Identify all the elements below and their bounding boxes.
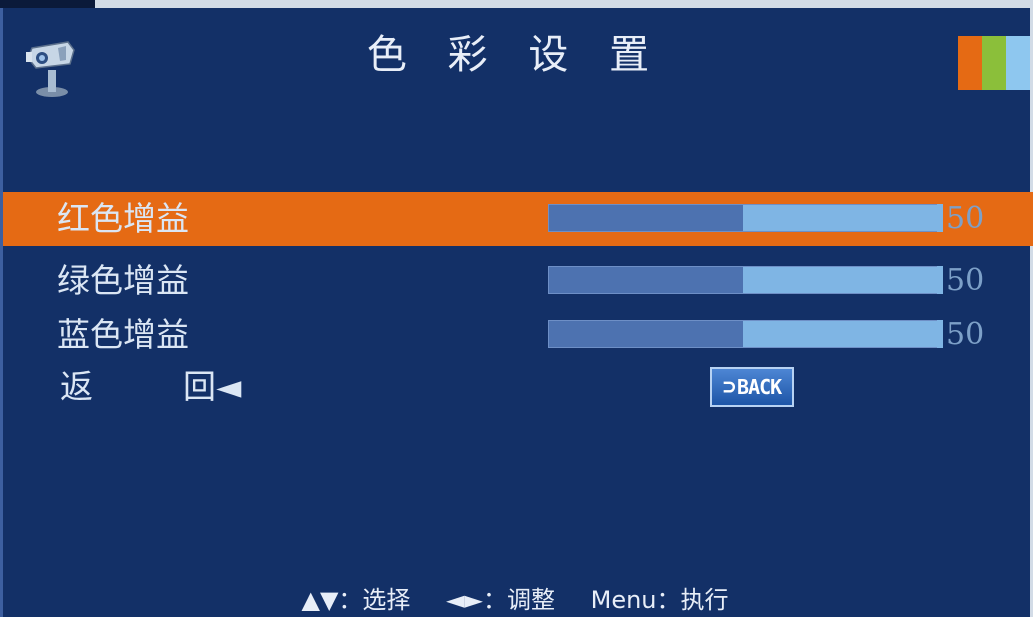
menu-item-blue-gain[interactable]: 蓝色增益 50 <box>3 308 1033 362</box>
red-gain-value: 50 <box>946 201 985 236</box>
menu-item-green-gain[interactable]: 绿色增益 50 <box>3 254 1033 308</box>
return-label-part2: 回◄ <box>183 367 242 406</box>
green-gain-value: 50 <box>946 263 985 298</box>
color-swatch-blue <box>1006 36 1030 90</box>
menu-item-return[interactable]: 返 回◄ ⊃ BACK <box>3 364 1033 418</box>
hint-menu-key: Menu <box>590 586 657 614</box>
key-hint-bar: ▲▼：选择 ◄►：调整 Menu：执行 <box>0 582 1030 618</box>
hint-adjust-text: ：调整 <box>482 586 555 614</box>
back-button[interactable]: ⊃ BACK <box>710 367 794 407</box>
menu-item-label: 绿色增益 <box>57 261 189 300</box>
slider-end-cap <box>937 204 943 232</box>
hint-select-text: ：选择 <box>338 586 411 614</box>
up-down-arrow-icon: ▲▼ <box>301 586 339 614</box>
menu-item-label: 红色增益 <box>57 199 189 238</box>
slider-end-cap <box>937 320 943 348</box>
back-button-label: BACK <box>737 375 782 399</box>
projector-stand-icon <box>18 30 86 100</box>
green-gain-slider[interactable] <box>548 266 943 294</box>
blue-gain-value: 50 <box>946 317 985 352</box>
return-arrow-icon: ⊃ <box>722 374 736 400</box>
page-title: 色 彩 设 置 <box>366 32 664 78</box>
return-label-part1: 返 <box>60 367 93 406</box>
slider-end-cap <box>937 266 943 294</box>
slider-fill <box>743 321 937 347</box>
slider-fill <box>743 267 937 293</box>
hint-menu-text: ：执行 <box>656 586 729 614</box>
menu-item-red-gain[interactable]: 红色增益 50 <box>3 192 1033 246</box>
red-gain-slider[interactable] <box>548 204 943 232</box>
color-swatch-orange <box>958 36 982 90</box>
slider-fill <box>743 205 937 231</box>
color-swatch-green <box>982 36 1006 90</box>
left-right-arrow-icon: ◄► <box>446 586 483 614</box>
blue-gain-slider[interactable] <box>548 320 943 348</box>
menu-item-label: 蓝色增益 <box>57 315 189 354</box>
